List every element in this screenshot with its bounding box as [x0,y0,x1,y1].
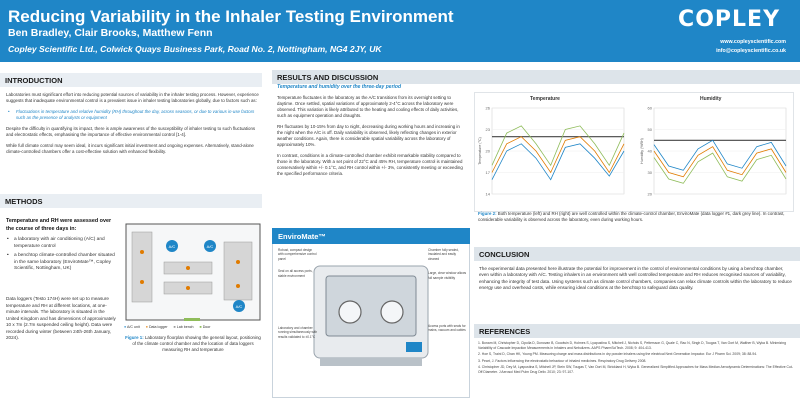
lab-floorplan: A/C A/C A/C [125,223,261,326]
floorplan-legend: ● A/C unit ● Data logger ■ Lab bench ■ D… [124,325,262,330]
results-paragraph-3: In contrast, conditions in a climate-con… [277,153,463,176]
lab-bench [131,231,153,303]
data-logger-marker [140,280,144,284]
methods-heading: METHODS [0,194,262,208]
enviromate-callouts-right: Chamber fully sealed, insulated and easi… [428,248,467,333]
y-tick-label: 20 [648,192,653,197]
legend-ac: ● A/C unit [124,325,140,329]
contact-block: www.copleyscientific.com info@copleyscie… [716,38,786,56]
references-list: 1. Bonam M, Christopher D, Cipolla D, Do… [478,341,793,376]
series-line-4 [653,152,787,184]
y-tick-label: 17 [486,170,491,175]
y-tick-label: 23 [486,127,491,132]
data-logger-marker [236,284,240,288]
poster-authors: Ben Bradley, Clair Brooks, Matthew Fenn [8,27,213,39]
results-text: Temperature fluctuates in the laboratory… [277,95,467,182]
intro-paragraph-1: Laboratories must significant effort int… [6,92,259,103]
reference-item: 4. Christopher JD, Dey M, Lyapustina S, … [478,364,793,375]
enviromate-callouts-left: Robust, compact design with comprehensiv… [278,248,318,339]
series-line-4 [491,125,625,167]
reference-item: 3. Peart, J. Factors influencing the ele… [478,358,647,363]
intro-bullet: Fluctuations in temperature and relative… [6,109,260,121]
intro-paragraph-3: While full climate control may seem idea… [6,143,254,154]
enviromate-chamber-image [313,265,429,366]
y-axis-label: Temperature (°C) [478,137,482,165]
email-link[interactable]: info@copleyscientific.co.uk [716,48,786,54]
charts-panel [474,92,794,212]
methods-list: a laboratory with air conditioning (A/C)… [6,237,116,276]
figure-1-caption: Figure 1: Laboratory floorplan showing t… [125,335,261,352]
series-line-2 [491,136,625,174]
series-line-3 [491,143,625,181]
results-heading: RESULTS AND DISCUSSION [272,70,800,84]
legend-logger: ● Data logger [145,325,168,329]
poster-affiliation: Copley Scientific Ltd., Colwick Quays Bu… [8,44,382,54]
y-tick-label: 20 [486,149,491,154]
intro-text: Laboratories must significant effort int… [6,92,260,160]
series-line-3 [653,139,787,171]
legend-door: ■ Door [199,325,211,329]
temperature-chart: 14 17 20 23 26 Temperature (°C) [478,106,625,197]
methods-intro: Temperature and RH were assessed over th… [6,218,112,232]
methods-item: a benchtop climate-controlled chamber si… [6,253,116,273]
data-logger-marker [236,260,240,264]
results-paragraph-2: RH fluctuates by 10-15% from day to nigh… [277,124,460,147]
conclusion-text: The experimental data presented here ill… [479,266,792,291]
door-marker [184,318,200,322]
results-subheading: Temperature and humidity over the three-… [277,84,402,90]
poster-header: Reducing Variability in the Inhaler Test… [0,0,800,62]
ac-label: A/C [236,304,243,309]
data-logger-marker [186,266,190,270]
enviromate-heading: EnviroMate™ [272,228,470,244]
poster-title: Reducing Variability in the Inhaler Test… [8,7,454,26]
ac-label: A/C [169,244,176,249]
y-tick-label: 14 [486,192,491,197]
intro-paragraph-2: Despite the difficulty in quantifying it… [6,126,256,137]
copley-logo: COPLEY [678,7,780,32]
ac-unit-icon [204,240,216,252]
y-tick-label: 26 [486,106,491,111]
results-paragraph-1: Temperature fluctuates in the laboratory… [277,95,459,118]
y-axis-label: Humidity (%RH) [640,138,644,164]
y-tick-label: 40 [648,149,653,154]
intro-heading: INTRODUCTION [0,73,262,87]
series-line-2 [653,146,787,178]
methods-body: Data loggers (Testo 174H) were set up to… [6,296,116,340]
legend-bench: ■ Lab bench [173,325,194,329]
temperature-chart-title: Temperature [530,96,560,102]
ac-unit-icon [166,240,178,252]
y-tick-label: 30 [648,170,653,175]
conclusion-heading: CONCLUSION [474,247,800,261]
y-tick-label: 50 [648,127,653,132]
lab-bench [223,241,253,301]
website-link[interactable]: www.copleyscientific.com [720,39,786,45]
y-tick-label: 60 [648,106,653,111]
humidity-chart-title: Humidity [700,96,722,102]
references-heading: REFERENCES [474,324,800,338]
data-logger-marker [140,250,144,254]
ac-label: A/C [207,244,214,249]
data-logger-marker [186,286,190,290]
reference-item: 1. Bonam M, Christopher D, Cipolla D, Do… [478,341,787,351]
reference-item: 2. Hoe S, Traini D, Chan HK, Young PM. M… [478,352,758,357]
humidity-chart: 20 30 40 50 60 Humidity (%RH) [640,106,787,197]
ac-unit-icon [233,300,245,312]
methods-item: a laboratory with air conditioning (A/C)… [6,237,116,250]
figure-2-caption: Figure 2: Both temperature (left) and RH… [478,211,785,222]
